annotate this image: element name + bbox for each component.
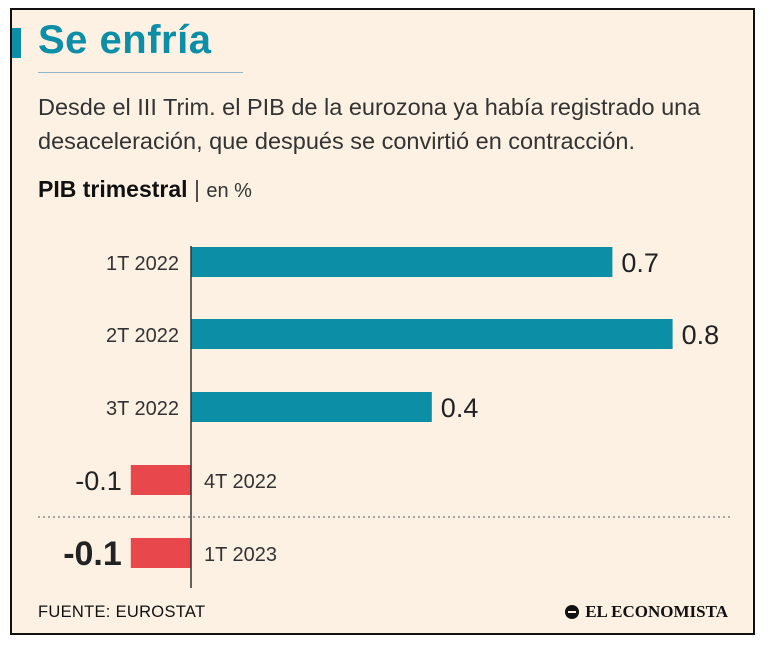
- page-title: Se enfría: [38, 18, 212, 62]
- logo-icon: [565, 605, 580, 619]
- category-label: 4T 2022: [204, 471, 277, 493]
- bar-4t-2022: [130, 465, 191, 495]
- category-label: 1T 2023: [204, 544, 277, 566]
- title-underline: [38, 72, 243, 73]
- chart-title-unit: en %: [206, 180, 252, 202]
- chart-title-separator: |: [193, 176, 200, 202]
- chart-title-main: PIB trimestral: [38, 176, 188, 202]
- bar-2t-2022: [191, 319, 673, 349]
- bar-1t-2022: [191, 247, 613, 277]
- source-note: FUENTE: EUROSTAT: [38, 603, 206, 621]
- value-label: -0.1: [75, 466, 122, 496]
- publisher-logo: EL ECONOMISTA: [565, 602, 728, 622]
- subtitle: Desde el III Trim. el PIB de la eurozona…: [38, 94, 701, 154]
- category-label: 2T 2022: [106, 325, 179, 347]
- category-label: 3T 2022: [106, 398, 179, 420]
- chart-title: PIB trimestral | en %: [38, 176, 252, 203]
- bar-3t-2022: [191, 392, 432, 422]
- value-label: 0.7: [621, 248, 659, 278]
- category-label: 1T 2022: [106, 253, 179, 275]
- logo-text: EL ECONOMISTA: [585, 602, 728, 621]
- bar-1t-2023: [130, 538, 191, 568]
- value-label: -0.1: [63, 535, 122, 573]
- value-label: 0.8: [682, 320, 720, 350]
- value-label: 0.4: [441, 393, 479, 423]
- title-accent-bar: [12, 28, 21, 58]
